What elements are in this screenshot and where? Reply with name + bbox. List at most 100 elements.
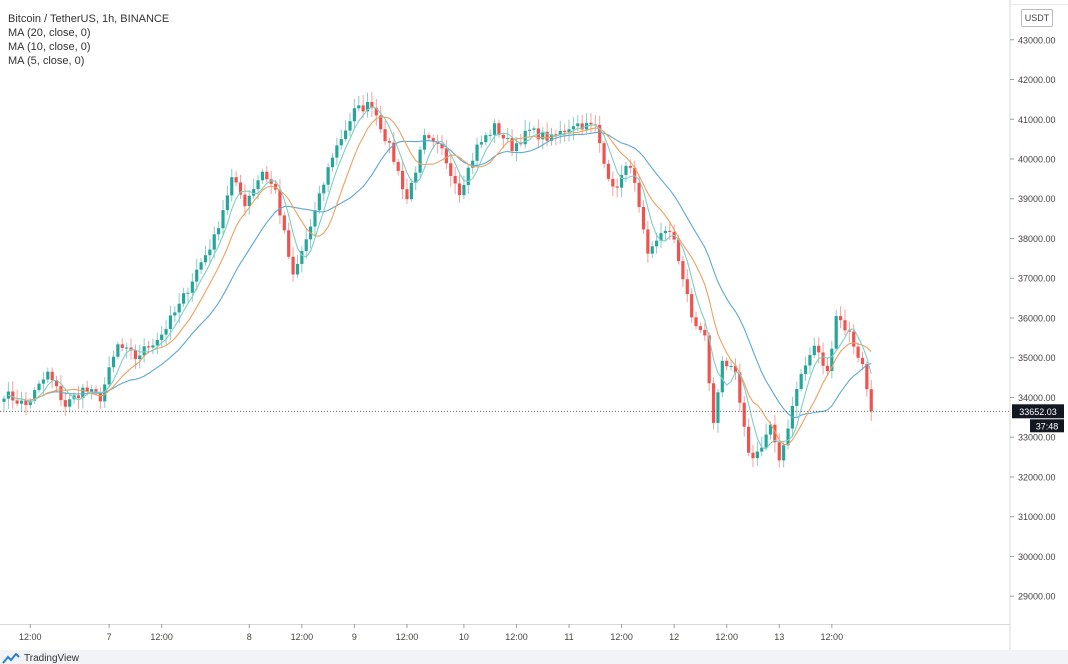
candle-body: [821, 352, 825, 366]
candle-body: [803, 365, 808, 374]
candle-body: [449, 163, 453, 176]
candle-body: [256, 180, 260, 190]
candle-body: [348, 121, 352, 131]
candle-body: [711, 383, 716, 423]
ma10-line: [8, 116, 872, 446]
candle-body: [116, 344, 120, 357]
x-tick-label: 12:00: [19, 632, 42, 642]
candle-body: [400, 170, 405, 190]
candle-body: [151, 345, 155, 348]
candle-body: [287, 230, 291, 257]
candle-body: [589, 122, 593, 125]
candle-body: [138, 355, 142, 360]
candle-body: [484, 135, 488, 143]
x-tick-label: 12:00: [610, 632, 633, 642]
candle-body: [619, 174, 624, 188]
candle-body: [510, 138, 514, 152]
candle-body: [536, 128, 540, 140]
candle-body: [514, 143, 519, 152]
candle-body: [317, 193, 321, 211]
currency-badge[interactable]: USDT: [1021, 9, 1053, 27]
x-tick-label: 13: [774, 632, 784, 642]
candle-body: [690, 294, 694, 318]
candle-body: [431, 138, 435, 142]
candle-body: [68, 399, 72, 407]
y-tick-label: 42000.00: [1018, 75, 1056, 85]
legend-ma20[interactable]: MA (20, close, 0): [8, 27, 91, 39]
candle-body: [817, 345, 821, 353]
candle-body: [545, 131, 549, 141]
candle-body: [541, 131, 545, 140]
candle-body: [33, 390, 37, 401]
candle-body: [764, 434, 768, 448]
legend-ma10[interactable]: MA (10, close, 0): [8, 41, 91, 53]
candle-body: [313, 210, 317, 227]
candle-body: [795, 388, 799, 406]
candle-body: [225, 195, 229, 211]
candle-body: [747, 426, 751, 453]
candle-body: [291, 256, 295, 275]
candle-body: [120, 344, 124, 348]
candle-body: [847, 330, 851, 332]
candle-body: [440, 143, 444, 149]
candle-body: [238, 182, 243, 195]
candle-body: [2, 398, 6, 402]
brand[interactable]: TradingView: [2, 653, 79, 664]
candle-body: [812, 345, 816, 356]
candle-body: [11, 391, 15, 401]
ma5-line: [8, 106, 872, 450]
candle-body: [742, 402, 746, 427]
candle-body: [501, 134, 505, 139]
y-tick-label: 43000.00: [1018, 35, 1056, 45]
candle-body: [352, 108, 356, 122]
candle-body: [379, 115, 383, 130]
x-tick-label: 12: [669, 632, 679, 642]
candle-body: [471, 160, 475, 168]
x-tick-label: 12:00: [291, 632, 314, 642]
x-tick-label: 10: [459, 632, 469, 642]
candle-body: [506, 138, 510, 140]
candle-body: [199, 262, 203, 270]
candle-body: [606, 163, 611, 179]
candle-body: [160, 334, 164, 340]
y-tick-label: 37000.00: [1018, 274, 1056, 284]
candle-body: [786, 428, 790, 446]
candle-body: [598, 124, 602, 144]
legend-ma5[interactable]: MA (5, close, 0): [8, 55, 85, 67]
candle-body: [799, 373, 803, 389]
candle-body: [655, 240, 659, 247]
candle-body: [295, 263, 300, 275]
candle-body: [300, 251, 304, 264]
candle-body: [6, 391, 10, 399]
countdown-label: 37:48: [1036, 421, 1059, 431]
countdown-badge: [1030, 419, 1064, 433]
candle-body: [230, 177, 234, 196]
candle-body: [94, 389, 98, 393]
candle-body: [519, 143, 523, 145]
candle-body: [383, 129, 387, 142]
candle-body: [396, 161, 400, 171]
y-tick-label: 31000.00: [1018, 512, 1056, 522]
candle-body: [252, 189, 256, 196]
y-tick-label: 35000.00: [1018, 353, 1056, 363]
candle-body: [28, 400, 32, 406]
candle-body: [326, 167, 330, 185]
candle-body: [282, 215, 286, 231]
candle-body: [869, 389, 873, 412]
candle-body: [181, 293, 186, 304]
candle-body: [177, 303, 181, 313]
candle-body: [387, 141, 392, 143]
candle-body: [838, 316, 843, 321]
candle-body: [365, 102, 370, 112]
candle-body: [168, 315, 173, 330]
candle-body: [808, 355, 812, 366]
candle-body: [676, 239, 681, 262]
symbol-title[interactable]: Bitcoin / TetherUS, 1h, BINANCE: [8, 13, 170, 25]
candle-body: [322, 184, 326, 194]
y-tick-label: 29000.00: [1018, 592, 1056, 602]
candle-body: [611, 178, 615, 187]
candle-body: [85, 387, 89, 392]
candle-body: [103, 384, 107, 402]
candle-body: [698, 326, 703, 330]
